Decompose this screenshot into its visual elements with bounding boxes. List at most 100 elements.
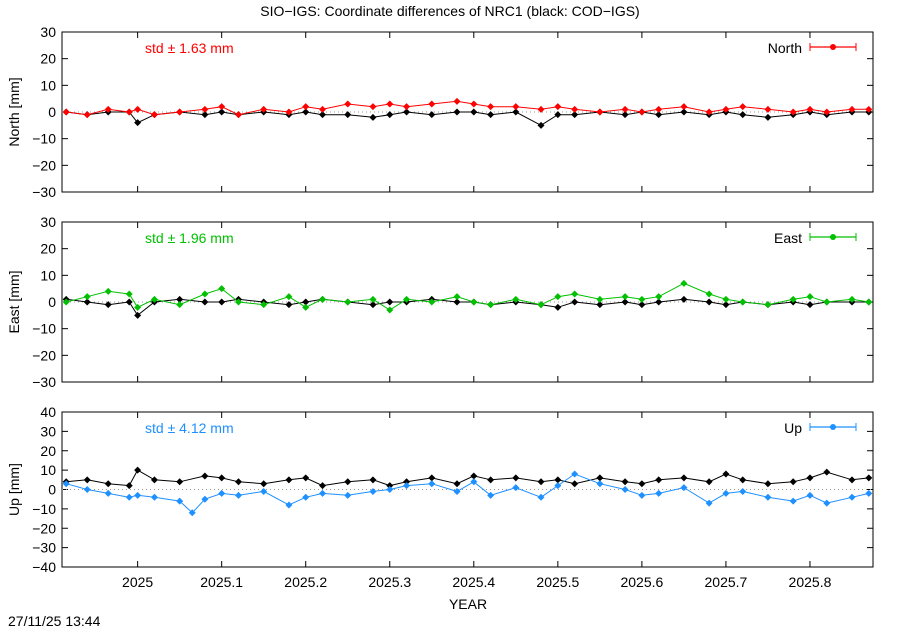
- data-point: [596, 480, 604, 488]
- data-point: [823, 468, 831, 476]
- data-point: [806, 474, 814, 482]
- data-point: [369, 476, 377, 484]
- data-point: [722, 470, 730, 478]
- data-point: [848, 105, 856, 113]
- data-point: [537, 121, 545, 129]
- data-point: [739, 298, 747, 306]
- series-sio-igs: [62, 97, 873, 119]
- data-point: [764, 105, 772, 113]
- legend-label: North: [768, 40, 802, 56]
- data-point: [176, 478, 184, 486]
- data-point: [83, 476, 91, 484]
- series-line: [66, 111, 869, 126]
- y-tick-label: 10: [40, 267, 56, 283]
- data-point: [554, 476, 562, 484]
- data-point: [655, 489, 663, 497]
- y-tick-label: −10: [32, 131, 56, 147]
- data-point: [150, 476, 158, 484]
- data-point: [848, 295, 856, 303]
- data-point: [487, 111, 495, 119]
- data-point: [865, 105, 873, 113]
- std-label: std ± 4.12 mm: [145, 420, 234, 436]
- data-point: [134, 303, 142, 311]
- data-point: [453, 298, 461, 306]
- y-axis-label: East [mm]: [6, 270, 22, 333]
- data-point: [319, 295, 327, 303]
- data-point: [806, 301, 814, 309]
- data-point: [722, 301, 730, 309]
- data-point: [739, 111, 747, 119]
- data-point: [621, 111, 629, 119]
- data-point: [386, 306, 394, 314]
- data-point: [134, 311, 142, 319]
- data-point: [285, 501, 293, 509]
- data-point: [621, 486, 629, 493]
- data-point: [218, 298, 226, 306]
- data-point: [83, 111, 91, 119]
- data-point: [403, 478, 411, 486]
- data-point: [386, 482, 394, 490]
- data-point: [176, 497, 184, 505]
- data-point: [554, 103, 562, 111]
- y-tick-label: −10: [32, 501, 56, 517]
- y-axis-label: Up [mm]: [6, 463, 22, 516]
- legend-label: Up: [784, 420, 802, 436]
- y-tick-label: −30: [32, 184, 56, 200]
- timestamp: 27/11/25 13:44: [8, 613, 101, 629]
- x-axis-label: YEAR: [449, 596, 487, 612]
- data-point: [722, 295, 730, 303]
- series-line: [66, 100, 869, 116]
- series-line: [66, 469, 869, 487]
- data-point: [789, 108, 797, 116]
- data-point: [302, 298, 310, 306]
- data-point: [134, 119, 142, 127]
- data-point: [83, 486, 91, 493]
- data-point: [848, 476, 856, 484]
- data-point: [537, 478, 545, 486]
- data-point: [428, 480, 436, 488]
- data-point: [512, 484, 520, 492]
- data-point: [680, 295, 688, 303]
- data-point: [285, 293, 293, 301]
- data-point: [680, 108, 688, 116]
- data-point: [386, 100, 394, 108]
- data-point: [104, 105, 112, 113]
- data-point: [487, 301, 495, 309]
- data-point: [680, 474, 688, 482]
- legend-marker: [830, 44, 836, 50]
- data-point: [104, 489, 112, 497]
- y-tick-label: 20: [40, 51, 56, 67]
- data-point: [453, 487, 461, 495]
- data-point: [83, 298, 91, 306]
- data-point: [554, 293, 562, 301]
- data-point: [621, 478, 629, 486]
- data-point: [680, 103, 688, 111]
- data-point: [302, 493, 310, 501]
- y-tick-label: 30: [40, 24, 56, 40]
- data-point: [319, 111, 327, 119]
- data-point: [176, 301, 184, 309]
- data-point: [739, 476, 747, 484]
- data-point: [453, 108, 461, 116]
- y-tick-label: −10: [32, 321, 56, 337]
- data-point: [234, 298, 242, 306]
- data-point: [428, 100, 436, 108]
- data-point: [302, 474, 310, 482]
- data-point: [125, 290, 133, 298]
- data-point: [806, 491, 814, 499]
- data-point: [125, 482, 133, 490]
- y-tick-label: 30: [40, 214, 56, 230]
- data-point: [218, 285, 226, 293]
- data-point: [705, 290, 713, 298]
- data-point: [680, 279, 688, 287]
- x-tick-label: 2025.7: [705, 574, 748, 590]
- data-point: [823, 499, 831, 507]
- legend-marker: [830, 234, 836, 240]
- data-point: [705, 478, 713, 486]
- data-point: [234, 491, 242, 499]
- data-point: [596, 108, 604, 116]
- data-point: [739, 103, 747, 111]
- y-axis-label: North [mm]: [6, 77, 22, 146]
- x-tick-label: 2025.2: [284, 574, 327, 590]
- series-line: [66, 298, 869, 317]
